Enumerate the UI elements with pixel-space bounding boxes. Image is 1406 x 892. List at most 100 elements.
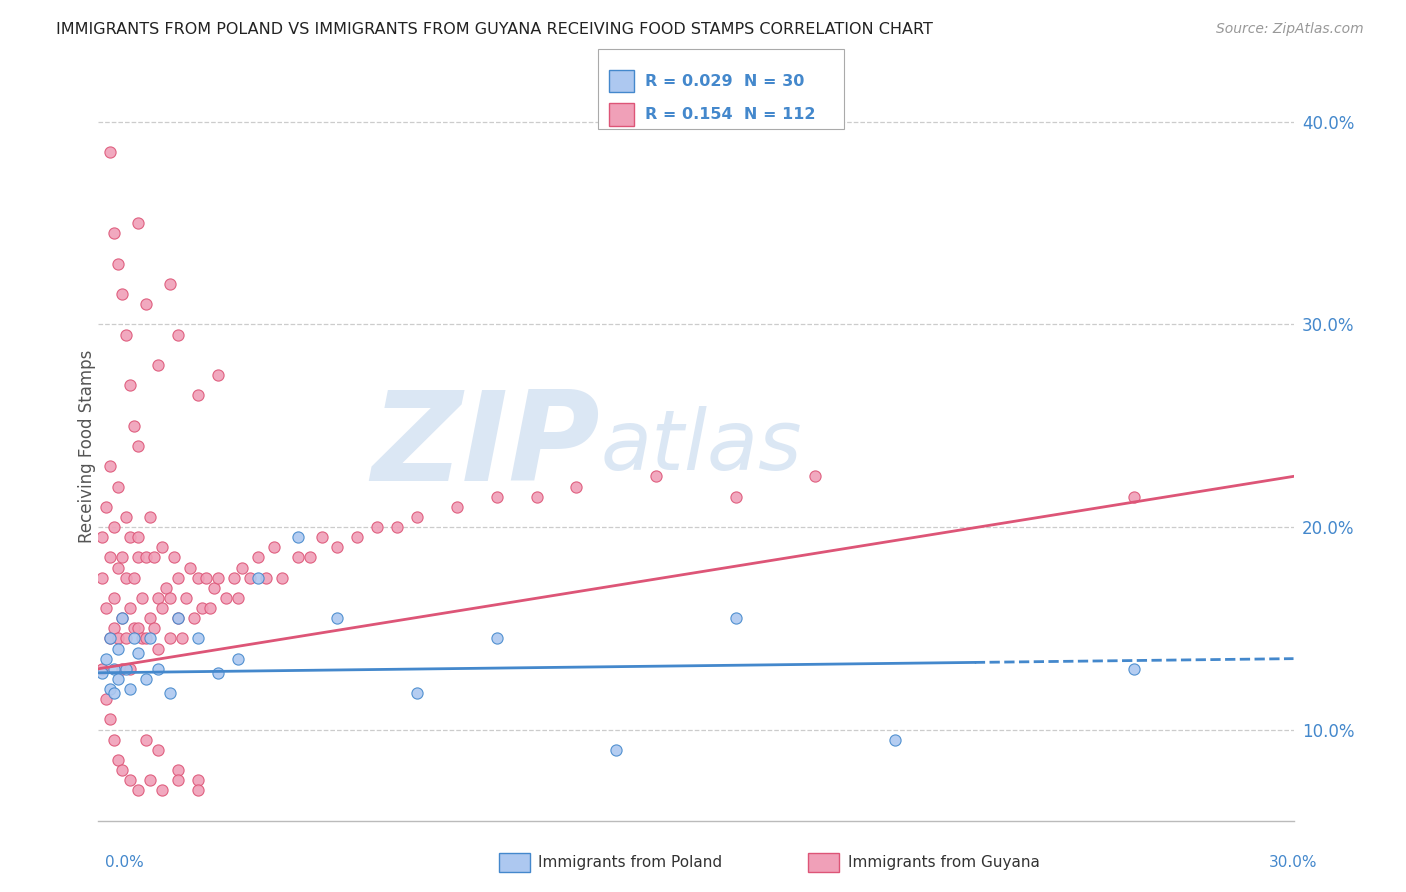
Point	[1123, 490, 1146, 504]
Point	[127, 783, 149, 797]
Point	[159, 686, 181, 700]
Point	[239, 571, 262, 585]
Point	[167, 773, 190, 788]
Point	[167, 611, 190, 625]
Point	[195, 571, 218, 585]
Point	[96, 500, 118, 514]
Point	[127, 550, 149, 565]
Point	[167, 763, 190, 777]
Point	[724, 490, 747, 504]
Point	[150, 541, 173, 555]
Point	[103, 591, 125, 605]
Point	[231, 560, 253, 574]
Text: Source: ZipAtlas.com: Source: ZipAtlas.com	[1216, 22, 1364, 37]
Point	[167, 327, 190, 342]
FancyBboxPatch shape	[598, 49, 844, 129]
Point	[124, 632, 146, 646]
Point	[120, 530, 142, 544]
Point	[148, 641, 170, 656]
Point	[103, 621, 125, 635]
Point	[254, 571, 277, 585]
Point	[187, 783, 209, 797]
Point	[107, 672, 129, 686]
Point	[270, 571, 292, 585]
Point	[187, 388, 209, 402]
Point	[98, 632, 122, 646]
Point	[148, 358, 170, 372]
Point	[406, 686, 429, 700]
Text: 0.0%: 0.0%	[105, 855, 145, 870]
Point	[226, 591, 249, 605]
Point	[139, 611, 162, 625]
Point	[485, 632, 508, 646]
Point	[150, 601, 173, 615]
Point	[202, 581, 225, 595]
Point	[111, 611, 134, 625]
FancyBboxPatch shape	[808, 853, 839, 872]
Point	[406, 509, 429, 524]
Point	[246, 571, 269, 585]
Y-axis label: Receiving Food Stamps: Receiving Food Stamps	[79, 350, 96, 542]
Point	[135, 550, 157, 565]
Point	[107, 632, 129, 646]
Point	[645, 469, 668, 483]
Point	[127, 646, 149, 660]
Point	[207, 571, 229, 585]
Point	[127, 621, 149, 635]
Point	[139, 773, 162, 788]
Point	[124, 418, 146, 433]
Point	[148, 591, 170, 605]
Point	[103, 662, 125, 676]
Point	[1123, 662, 1146, 676]
Point	[120, 662, 142, 676]
Point	[120, 773, 142, 788]
FancyBboxPatch shape	[609, 103, 634, 126]
Point	[124, 621, 146, 635]
Text: Immigrants from Poland: Immigrants from Poland	[538, 855, 723, 870]
Point	[103, 686, 125, 700]
Point	[135, 297, 157, 311]
Point	[131, 591, 153, 605]
Point	[346, 530, 368, 544]
Point	[804, 469, 827, 483]
Point	[263, 541, 285, 555]
Point	[124, 571, 146, 585]
Point	[526, 490, 548, 504]
Point	[131, 632, 153, 646]
FancyBboxPatch shape	[499, 853, 530, 872]
Point	[222, 571, 245, 585]
Point	[143, 621, 166, 635]
Text: atlas: atlas	[600, 406, 801, 486]
Point	[120, 601, 142, 615]
Point	[98, 632, 122, 646]
Point	[187, 632, 209, 646]
Point	[96, 692, 118, 706]
Point	[159, 632, 181, 646]
Point	[127, 439, 149, 453]
Text: R = 0.029  N = 30: R = 0.029 N = 30	[645, 74, 804, 88]
Point	[107, 479, 129, 493]
Point	[115, 632, 138, 646]
Point	[107, 560, 129, 574]
Point	[120, 681, 142, 696]
Point	[103, 227, 125, 241]
Point	[174, 591, 197, 605]
Point	[98, 459, 122, 474]
Point	[187, 571, 209, 585]
Point	[143, 550, 166, 565]
Text: R = 0.154  N = 112: R = 0.154 N = 112	[645, 107, 815, 122]
Point	[91, 571, 114, 585]
Point	[565, 479, 588, 493]
Point	[115, 509, 138, 524]
Point	[155, 581, 177, 595]
Point	[103, 732, 125, 747]
Point	[884, 732, 907, 747]
Point	[96, 601, 118, 615]
Point	[139, 632, 162, 646]
Point	[148, 743, 170, 757]
Point	[98, 550, 122, 565]
Point	[98, 712, 122, 726]
Point	[446, 500, 468, 514]
Point	[107, 641, 129, 656]
Point	[107, 257, 129, 271]
